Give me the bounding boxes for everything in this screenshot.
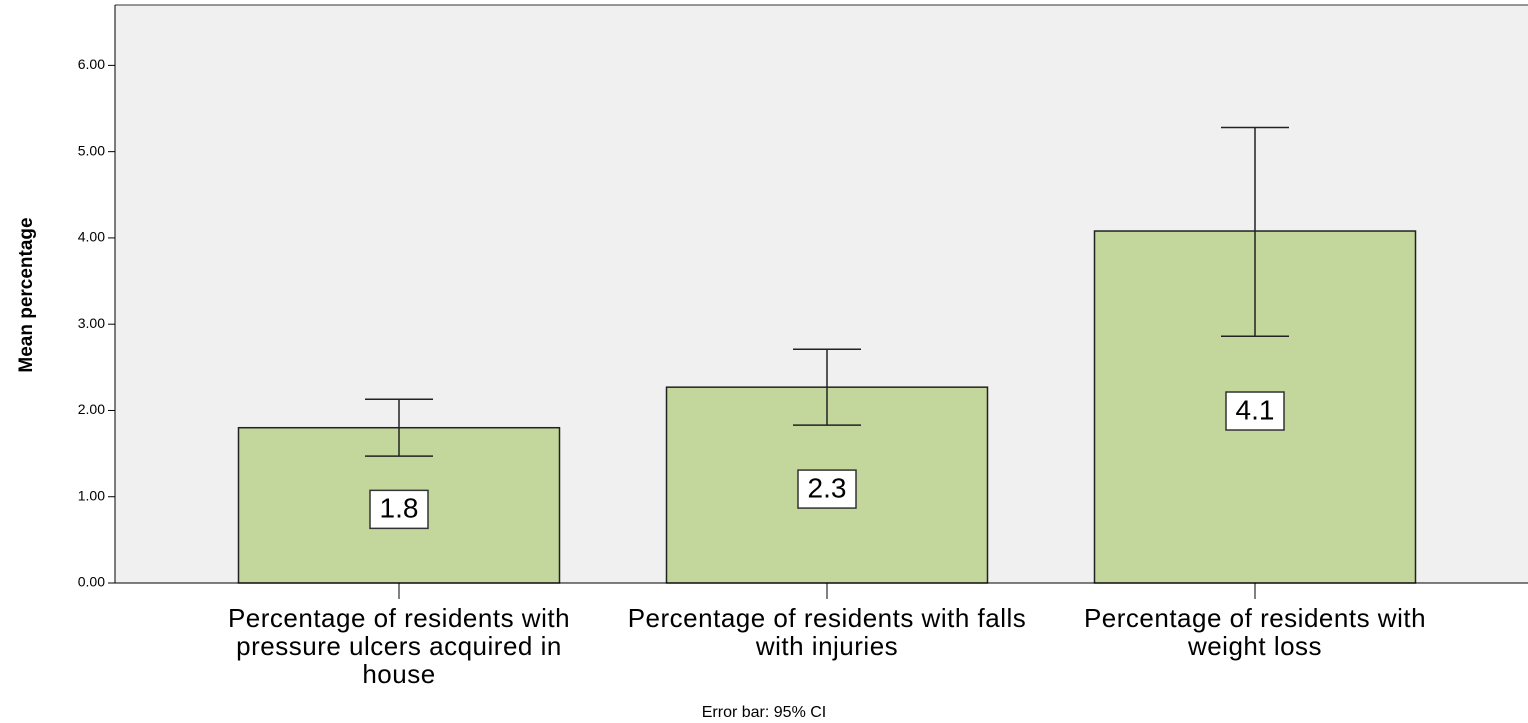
y-tick-label: 1.00	[78, 487, 105, 503]
y-tick-label: 6.00	[78, 56, 105, 72]
value-label-box	[1225, 391, 1285, 431]
y-tick-label: 3.00	[78, 315, 105, 331]
y-tick-label: 2.00	[78, 401, 105, 417]
value-label-box	[369, 489, 429, 530]
x-tick-label: Percentage of residents with pressure ul…	[227, 603, 571, 689]
y-axis-label: Mean percentage	[16, 217, 37, 372]
value-label: 4.1	[1236, 394, 1275, 425]
value-label: 2.3	[808, 472, 847, 503]
x-tick-label: Percentage of residents with weight loss	[1083, 603, 1427, 661]
y-tick-label: 5.00	[78, 142, 105, 158]
value-label: 1.8	[380, 493, 419, 524]
value-label-box	[797, 469, 857, 509]
footnote: Error bar: 95% CI	[702, 704, 826, 721]
y-tick-label: 4.00	[78, 229, 105, 245]
y-tick-label: 0.00	[78, 574, 105, 590]
x-tick-label: Percentage of residents with falls with …	[627, 603, 1027, 661]
